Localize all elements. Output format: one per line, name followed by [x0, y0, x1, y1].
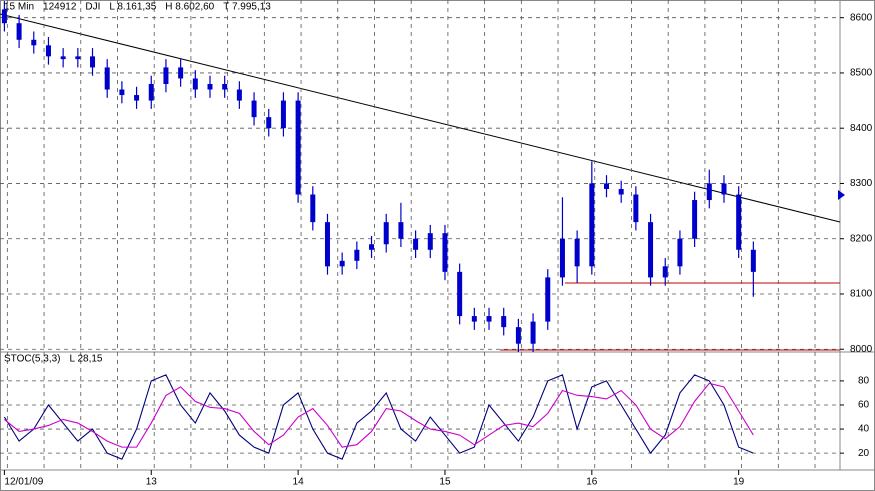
candle-body [648, 222, 654, 278]
candle-body [736, 194, 742, 250]
candle-body [398, 222, 404, 239]
candle-body [148, 83, 154, 101]
candle-body [178, 67, 184, 79]
candle-body [251, 100, 257, 118]
candle-body [324, 222, 330, 267]
candle-body [90, 56, 96, 68]
y-tick-label: 8400 [850, 123, 873, 134]
candle-body [383, 222, 389, 245]
candle-body [677, 238, 683, 267]
candle-body [457, 271, 463, 317]
candle-body [662, 266, 668, 278]
trend-line [0, 13, 841, 223]
candle-body [427, 233, 433, 250]
candle-body [604, 183, 610, 189]
price-marker [838, 190, 845, 200]
x-tick-label: 19 [733, 477, 745, 488]
candle-body [222, 83, 228, 90]
candle-body [369, 244, 375, 250]
x-tick-label: 15 [439, 477, 451, 488]
stoch-line [4, 382, 754, 448]
header-text: STOC(5,3,3) [4, 354, 61, 365]
candle-body [16, 23, 22, 40]
candle-body [633, 194, 639, 223]
candle-body [119, 89, 125, 96]
candle-body [545, 277, 551, 322]
candle-body [60, 56, 66, 60]
candle-body [104, 67, 110, 90]
y-tick-label: 8200 [850, 233, 873, 244]
candle-body [1, 9, 7, 24]
candle-body [192, 78, 198, 90]
y-tick-label: 8500 [850, 68, 873, 79]
x-tick-label: 13 [146, 477, 158, 488]
candle-body [163, 67, 169, 84]
candle-body [310, 194, 316, 223]
y-tick-label: 8100 [850, 289, 873, 300]
candle-body [339, 260, 345, 267]
y-tick-label: 80 [858, 376, 870, 387]
candle-body [486, 316, 492, 322]
header-text: DJI [85, 2, 100, 13]
candle-body [75, 56, 81, 60]
y-tick-label: 8600 [850, 12, 873, 23]
candle-body [721, 183, 727, 195]
candle-body [559, 238, 565, 278]
y-tick-label: 8000 [850, 344, 873, 355]
header-text: T 7.995,13 [223, 2, 271, 13]
candle-body [413, 238, 419, 250]
candle-body [692, 200, 698, 239]
candle-body [295, 100, 301, 195]
header-text: 124912 [43, 2, 77, 13]
x-tick-label: 12/01/09 [4, 477, 43, 488]
candle-body [750, 249, 756, 272]
candle-body [207, 83, 213, 90]
candle-body [31, 39, 37, 46]
candle-body [354, 249, 360, 261]
y-tick-label: 60 [858, 400, 870, 411]
x-tick-label: 14 [293, 477, 305, 488]
candle-body [618, 188, 624, 195]
header-text: L 28,15 [70, 354, 103, 365]
candle-body [45, 45, 51, 57]
candle-body [706, 183, 712, 201]
candle-body [280, 100, 286, 129]
candle-body [589, 183, 595, 267]
header-text: H 8.602,60 [165, 2, 214, 13]
header-text: 15 Min [4, 2, 34, 13]
candle-body [530, 321, 536, 344]
candle-body [471, 316, 477, 322]
y-tick-label: 8300 [850, 178, 873, 189]
candle-body [442, 233, 448, 272]
candle-body [574, 238, 580, 267]
candle-body [236, 89, 242, 101]
candle-body [266, 117, 272, 129]
candle-body [515, 327, 521, 344]
candle-body [134, 95, 140, 101]
candle-body [501, 316, 507, 328]
x-tick-label: 16 [586, 477, 598, 488]
stoch-line [3, 374, 754, 460]
y-tick-label: 20 [858, 448, 870, 459]
header-text: L 8.161,35 [109, 2, 156, 13]
y-tick-label: 40 [858, 424, 870, 435]
